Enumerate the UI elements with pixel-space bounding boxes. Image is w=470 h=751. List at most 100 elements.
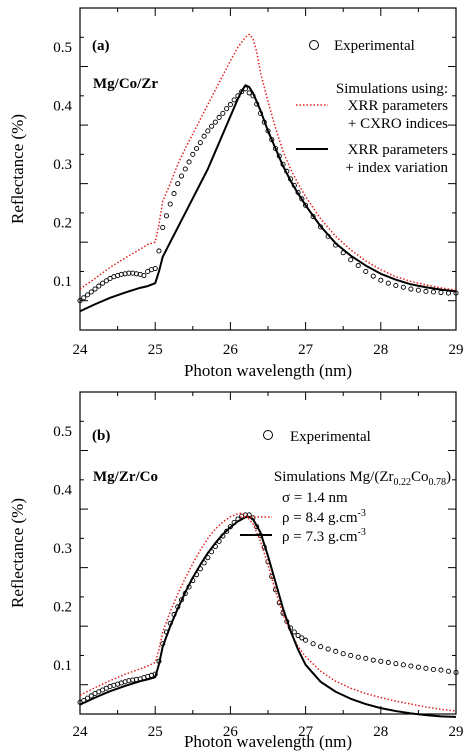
panel-a-series [77,33,459,313]
panel-b-experimental-point [333,648,339,654]
panel-a-x-axis-title: Photon wavelength (nm) [184,361,352,380]
panel-a-y-axis-title: Reflectance (%) [8,114,27,224]
panel-a-xtick-label-25: 25 [148,342,163,358]
panel-b-legend-heading: Simulations Mg/(Zr0.22Co0.78) [274,469,451,488]
panel-b-rho-8.4-text: ρ = 8.4 g.cm [282,510,358,526]
panel-a-experimental-point [88,289,94,295]
panel-b-experimental-point [348,652,354,659]
panel-b-xtick-label-29: 29 [449,724,464,740]
panel-a-experimental-point [216,114,222,121]
panel-a-experimental-point [92,286,98,292]
panel-a-experimental-point [197,140,203,146]
panel-a-experimental-point [186,159,192,165]
panel-b-experimental-point [370,657,376,663]
panel-b-rho-7.3-sup: -3 [358,527,366,538]
panel-b-experimental-point [355,654,361,660]
panel-a-experimental-point [415,287,421,293]
panel-b-experimental-point [295,632,301,639]
panel-b-sample-label: Mg/Zr/Co [93,469,158,485]
panel-a-experimental-point [246,90,252,96]
panel-a-experimental-point [212,119,218,125]
panel-a-experimental-point [363,268,369,275]
panel-a-xtick-label-29: 29 [449,342,464,358]
panel-b-experimental-point [415,664,421,670]
panel-a-experimental-point [156,248,162,254]
panel-b-heading-mid: Co [411,469,429,485]
panel-b-experimental-point [325,646,331,652]
panel-b-experimental-point [318,644,324,650]
panel-a-experimental-point [160,224,166,231]
panel-b-heading-sub1: 0.22 [393,477,411,488]
panel-a-legend-variation-line1: XRR parameters [348,142,449,158]
panel-b-experimental-point [88,693,94,699]
panel-b-experimental-point [303,637,309,643]
panel-b-legend-rho-8.4: ρ = 8.4 g.cm-3 [282,508,366,526]
panel-b-heading-suffix: ) [446,469,451,485]
panel-b-ytick-label-0.4: 0.4 [53,483,72,499]
panel-a-experimental-point [175,181,181,187]
panel-a-xtick-label-24: 24 [73,342,89,358]
panel-b-tag: (b) [92,428,110,444]
panel-a-experimental-point [393,282,399,289]
panel-a-xtick-label-26: 26 [223,342,239,358]
panel-a-experimental-point [408,286,414,292]
panel-a-experimental-point [100,280,106,286]
panel-b-simulation-solid-curve [79,515,457,718]
panel-b-heading-prefix: Simulations Mg/(Zr [274,469,394,485]
panel-a-chart: 24 25 26 27 28 29 0.1 0.2 0.3 0.4 0.5 Ph… [8,7,464,380]
panel-b-experimental-point [438,667,444,673]
panel-a-xtick-label-28: 28 [373,342,388,358]
panel-b-xtick-label-27: 27 [298,724,314,740]
panel-a-experimental-point [194,145,200,152]
panel-b-legend-marker-experimental [263,430,273,440]
panel-b-experimental-point [291,629,297,635]
panel-a-experimental-point [84,292,91,298]
panel-b-experimental-point [299,635,305,641]
panel-b-experimental-point [423,665,429,671]
panel-a-experimental-point [370,273,376,279]
panel-a-legend-marker-experimental [309,40,319,50]
panel-b-experimental-point [400,662,406,668]
panel-a-experimental-point [209,123,215,129]
panel-b-ytick-label-0.1: 0.1 [53,658,72,674]
panel-b-y-axis-title: Reflectance (%) [8,498,27,608]
panel-a-experimental-point [400,284,406,290]
panel-b-heading-sub2: 0.78 [429,477,447,488]
panel-b-xtick-label-26: 26 [223,724,239,740]
panel-a-experimental-point [96,283,102,289]
panel-a-experimental-point [438,289,444,296]
panel-a-xtick-label-27: 27 [298,342,314,358]
panel-a-legend-cxro-line2: + CXRO indices [348,116,448,132]
panel-a-axis-ticks [79,8,457,331]
panel-a-experimental-point [167,201,173,207]
panel-a-experimental-point [171,191,177,197]
panel-a-ytick-label-0.5: 0.5 [53,40,72,56]
panel-b-ytick-label-0.3: 0.3 [53,541,72,557]
panel-b-experimental-point [363,655,369,661]
panel-b-rho-7.3-text: ρ = 7.3 g.cm [282,529,358,545]
panel-b-x-axis-title: Photon wavelength (nm) [184,732,352,751]
panel-a-experimental-point [103,278,109,284]
panel-a-experimental-point [201,133,207,139]
panel-b-ytick-label-0.2: 0.2 [53,600,72,616]
panel-b-legend-experimental: Experimental [290,429,371,445]
panel-a-ytick-label-0.1: 0.1 [53,274,72,290]
panel-a-experimental-point [385,280,391,286]
panel-b-simulation-dotted-curve [79,512,457,712]
panel-b-experimental-point [430,666,436,673]
panel-a-experimental-point [348,257,354,263]
panel-b-experimental-point [393,661,399,667]
panel-a-experimental-point [355,263,361,269]
panel-a-legend-cxro-line1: XRR parameters [348,98,449,114]
panel-b-legend-rho-7.3: ρ = 7.3 g.cm-3 [282,527,366,545]
panel-a-experimental-point [152,265,158,272]
panel-a-experimental-point [81,295,87,301]
panel-b-axis-ticks [79,392,457,715]
panel-a-ytick-label-0.3: 0.3 [53,157,72,173]
panel-a-ytick-label-0.4: 0.4 [53,99,72,115]
panel-a-experimental-point [303,202,309,208]
panel-a-experimental-point [430,289,436,295]
panel-a-ytick-label-0.2: 0.2 [53,216,72,232]
panel-a-simulation-dotted-curve [79,33,457,291]
